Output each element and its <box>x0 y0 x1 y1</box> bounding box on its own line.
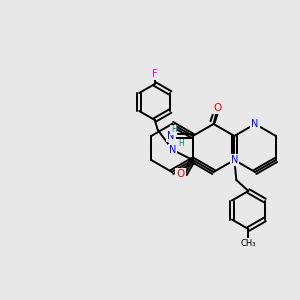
Text: N: N <box>251 119 259 129</box>
Text: H: H <box>178 140 184 148</box>
Text: N: N <box>167 131 175 141</box>
Text: O: O <box>176 169 185 179</box>
Text: N: N <box>169 145 176 155</box>
Text: N: N <box>231 155 238 165</box>
Text: O: O <box>213 103 222 113</box>
Text: CH₃: CH₃ <box>241 239 256 248</box>
Text: F: F <box>152 69 158 79</box>
Text: H: H <box>171 125 177 134</box>
